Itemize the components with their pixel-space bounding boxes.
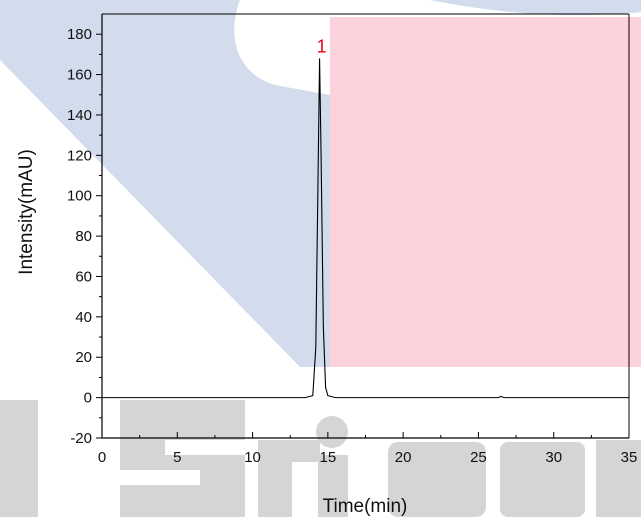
y-tick-label: 80 bbox=[75, 228, 92, 245]
y-tick-label: 140 bbox=[67, 107, 92, 124]
y-tick-label: 180 bbox=[67, 26, 92, 43]
watermark-gray-letters bbox=[0, 400, 641, 517]
x-tick-label: 10 bbox=[244, 449, 261, 466]
y-tick-label: 100 bbox=[67, 188, 92, 205]
x-axis-title: Time(min) bbox=[323, 496, 408, 517]
watermark-pink-block bbox=[330, 17, 641, 367]
x-axis-ticks: 0 5 10 15 20 25 30 35 bbox=[98, 432, 638, 466]
y-tick-label: 20 bbox=[75, 349, 92, 366]
x-tick-label: 5 bbox=[173, 449, 181, 466]
y-tick-label: 60 bbox=[75, 268, 92, 285]
peak-1-label: 1 bbox=[317, 36, 327, 56]
x-tick-label: 15 bbox=[320, 449, 337, 466]
y-tick-label: 0 bbox=[84, 390, 92, 407]
x-tick-label: 20 bbox=[395, 449, 412, 466]
x-tick-label: 35 bbox=[621, 449, 638, 466]
y-tick-label: 160 bbox=[67, 67, 92, 84]
chromatogram-trace-line bbox=[102, 58, 629, 399]
y-tick-label: 120 bbox=[67, 147, 92, 164]
watermark-blue-top-shape bbox=[430, 0, 641, 16]
x-tick-label: 30 bbox=[545, 449, 562, 466]
y-tick-label: 40 bbox=[75, 309, 92, 326]
y-axis-ticks: -20 0 20 40 60 80 100 120 140 160 180 bbox=[67, 26, 102, 447]
y-axis-title: Intensity(mAU) bbox=[16, 149, 37, 275]
x-tick-label: 25 bbox=[470, 449, 487, 466]
watermark-blue-shape bbox=[0, 0, 330, 367]
x-tick-label: 0 bbox=[98, 449, 106, 466]
y-tick-label: -20 bbox=[70, 430, 92, 447]
